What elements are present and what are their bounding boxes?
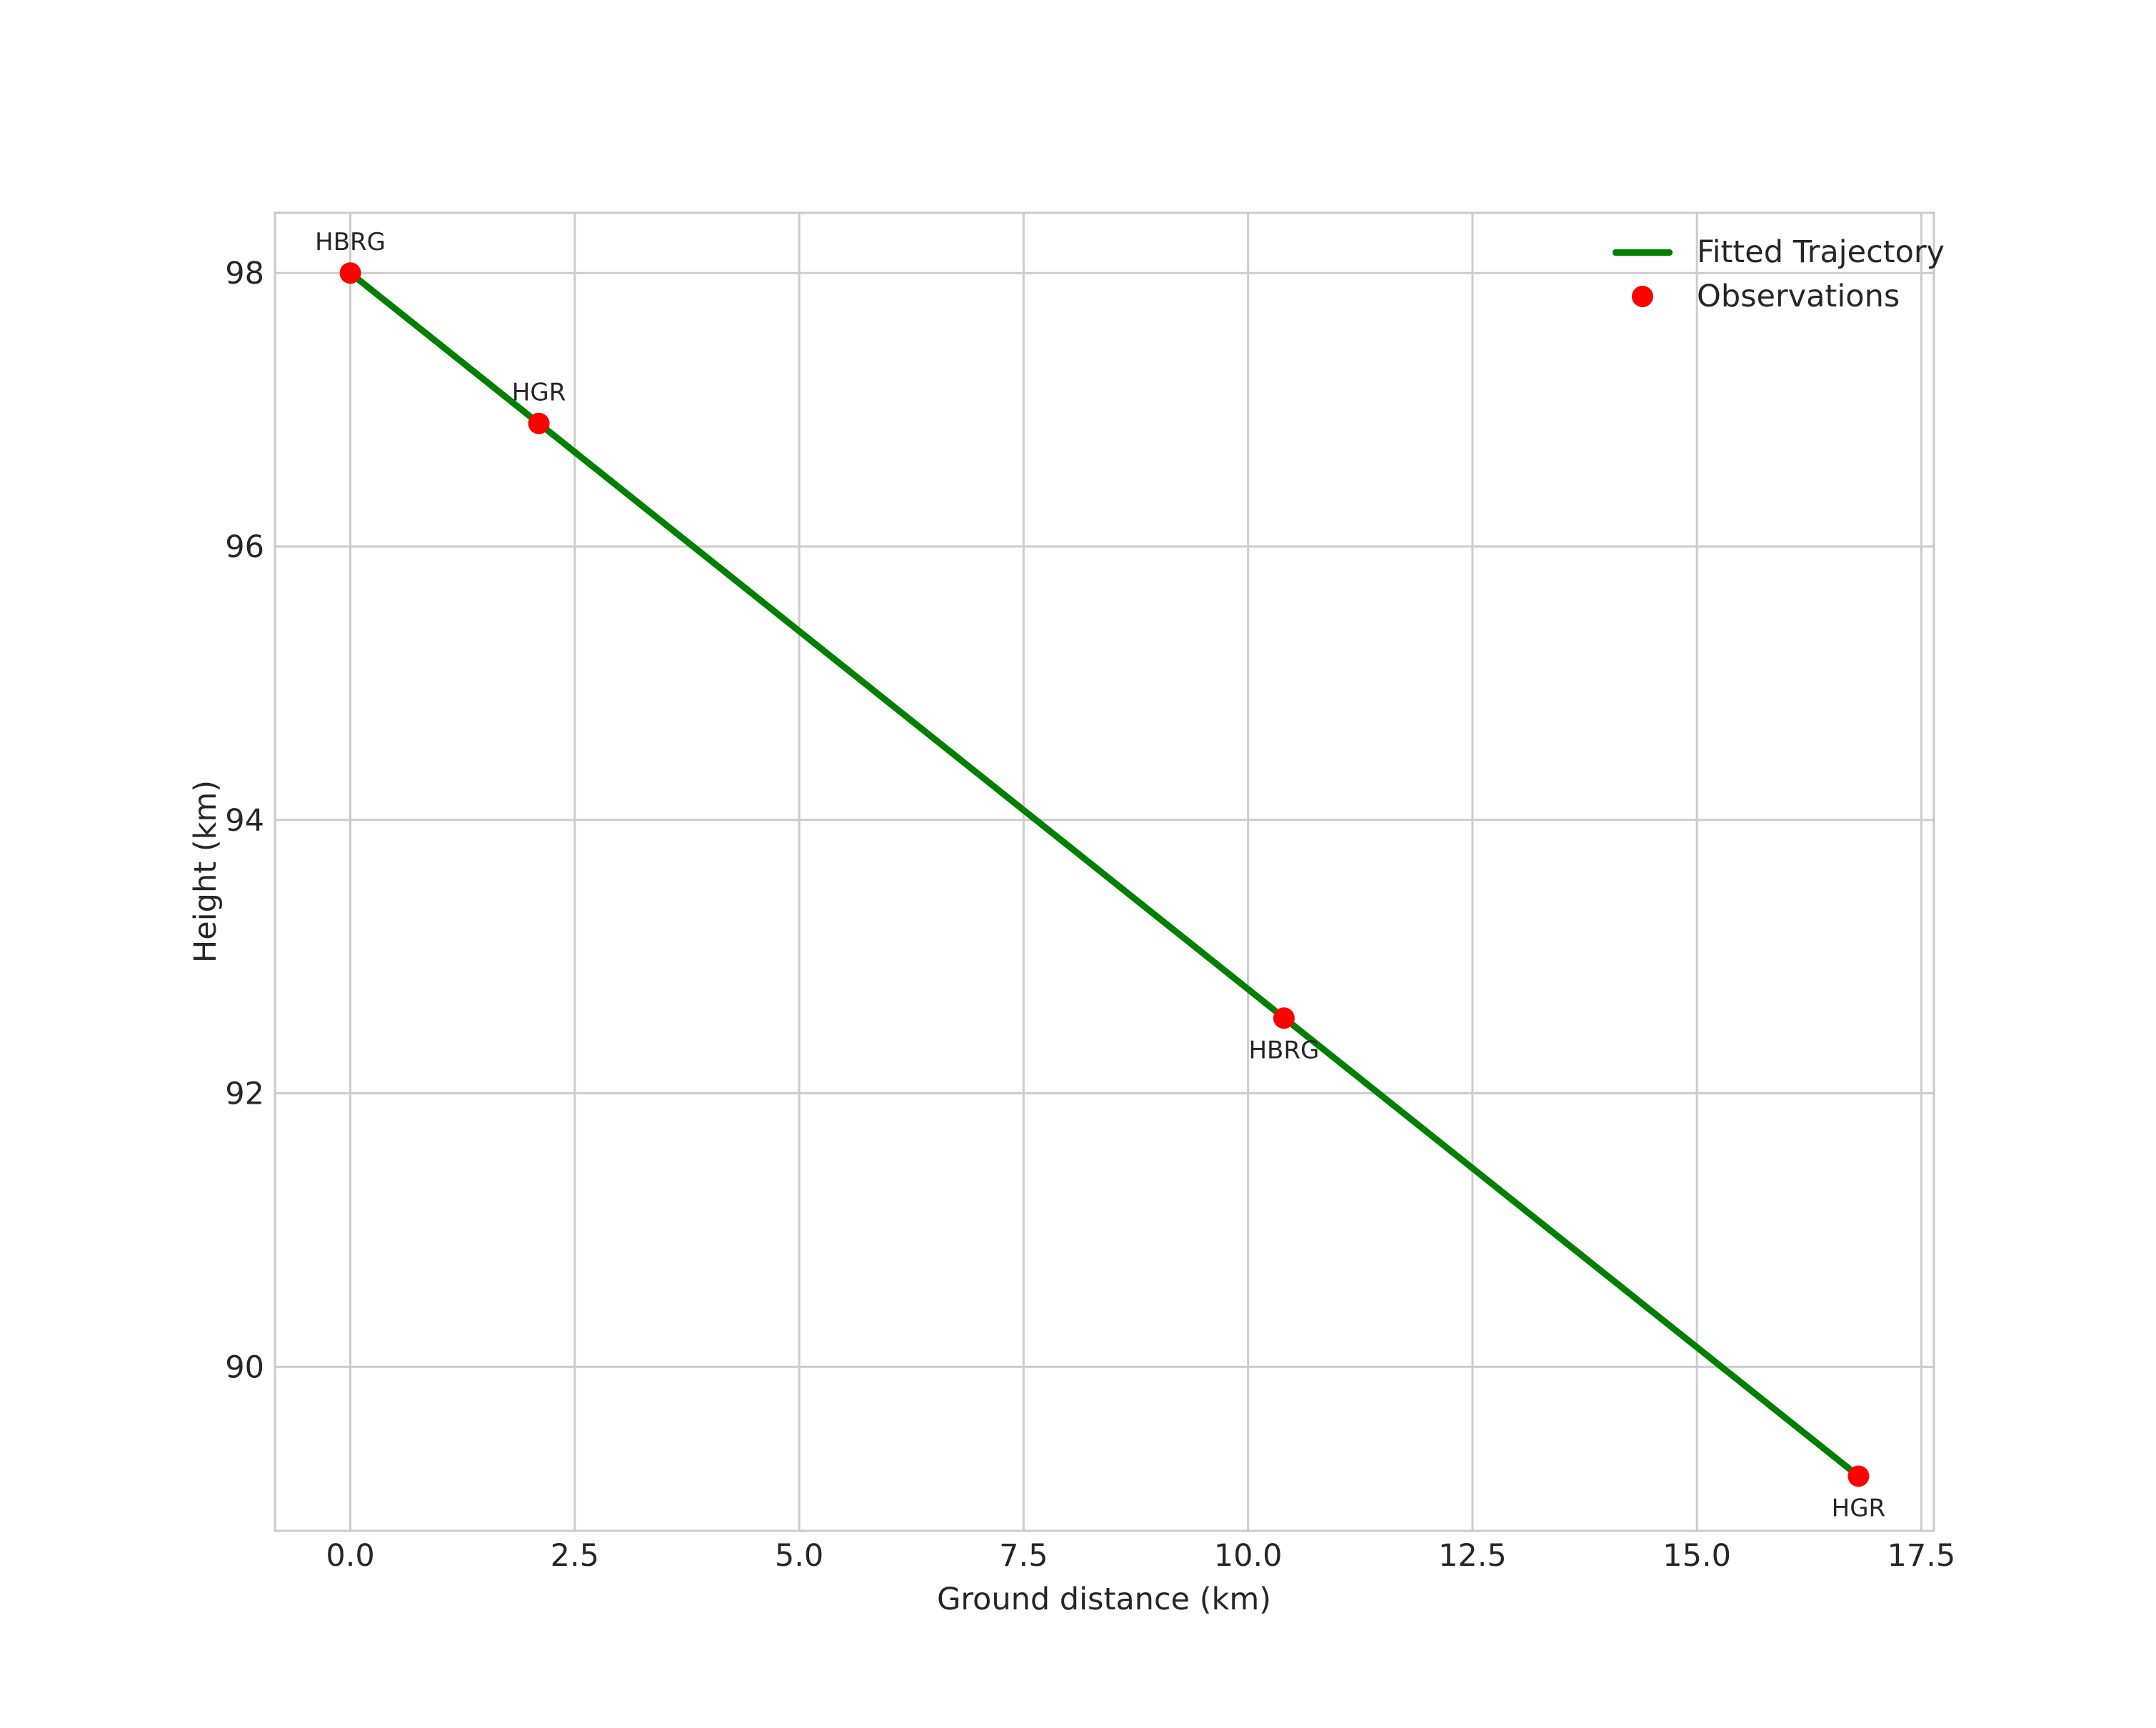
observation-dot-icon (1632, 286, 1653, 307)
y-tick-label-90: 90 (225, 1349, 264, 1385)
observation-label-HGR: HGR (1832, 1494, 1886, 1522)
fitted-trajectory-line (347, 269, 1862, 1479)
x-axis-label: Ground distance (km) (936, 1582, 1272, 1617)
x-tick-label-17.5: 17.5 (1887, 1538, 1956, 1574)
observation-label-HGR: HGR (512, 379, 566, 407)
observation-point-HBRG (1273, 1007, 1295, 1029)
observation-label-HBRG: HBRG (315, 228, 386, 256)
legend: Fitted Trajectory Observations (1600, 230, 1945, 319)
legend-label-observations: Observations (1697, 279, 1900, 314)
y-tick-label-94: 94 (225, 803, 264, 839)
observation-point-HGR (528, 412, 550, 434)
legend-line-swatch (1600, 249, 1685, 256)
x-tick-label-7.5: 7.5 (999, 1538, 1048, 1574)
y-tick-label-96: 96 (225, 529, 264, 565)
legend-dot-swatch (1600, 286, 1685, 307)
legend-entry-observations: Observations (1600, 274, 1945, 319)
observation-point-HBRG (339, 262, 361, 284)
legend-entry-fitted-trajectory: Fitted Trajectory (1600, 230, 1945, 274)
y-axis-label: Height (km) (188, 779, 224, 964)
observation-label-HBRG: HBRG (1248, 1036, 1319, 1064)
x-tick-label-10.0: 10.0 (1214, 1538, 1283, 1574)
x-tick-label-0.0: 0.0 (326, 1538, 374, 1574)
y-tick-label-92: 92 (225, 1077, 264, 1112)
x-tick-label-5.0: 5.0 (775, 1538, 823, 1574)
observation-point-HGR (1847, 1465, 1870, 1487)
x-tick-label-12.5: 12.5 (1438, 1538, 1507, 1574)
y-tick-label-98: 98 (225, 256, 264, 291)
legend-label-fitted-trajectory: Fitted Trajectory (1697, 234, 1945, 270)
plot-border (274, 211, 1935, 1532)
x-tick-label-2.5: 2.5 (551, 1538, 599, 1574)
x-tick-label-15.0: 15.0 (1663, 1538, 1731, 1574)
trajectory-line-icon (1613, 249, 1673, 256)
